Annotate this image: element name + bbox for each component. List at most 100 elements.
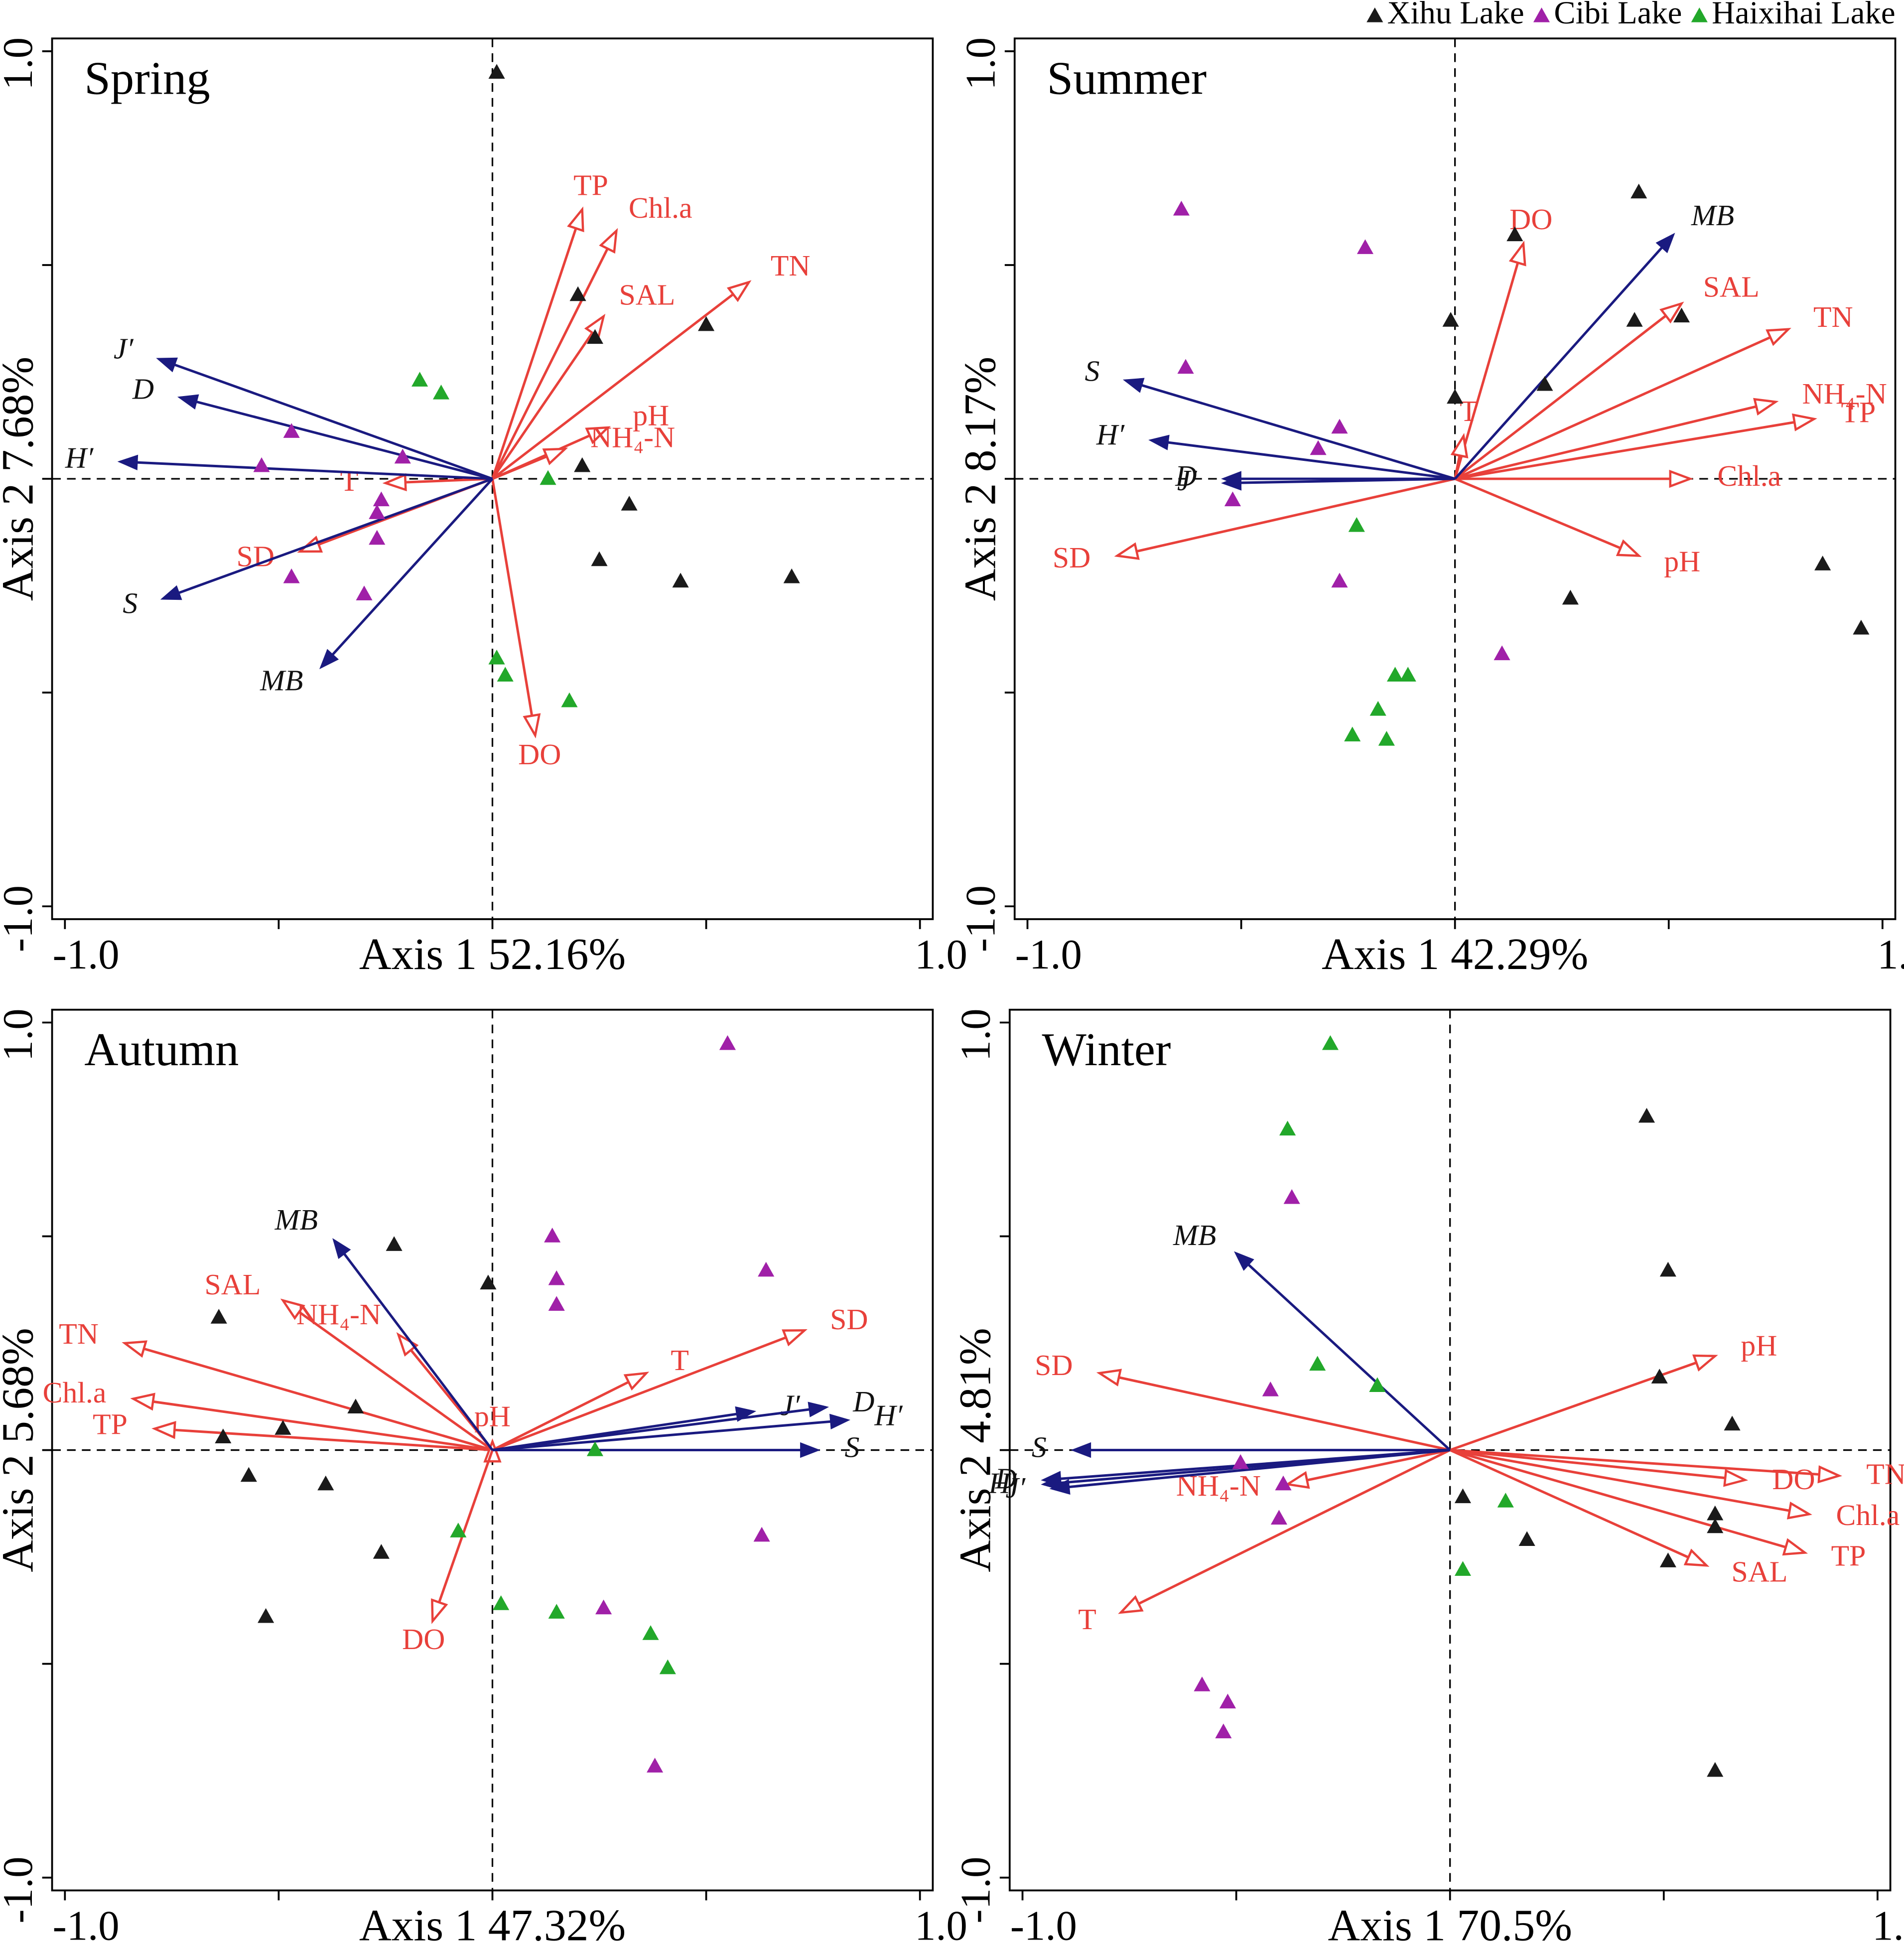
site-point — [544, 1228, 561, 1243]
arrow-head — [782, 1329, 808, 1347]
site-point — [347, 1398, 364, 1413]
arrow-head — [1782, 1538, 1808, 1556]
arrow-head — [623, 1372, 650, 1391]
env-arrow — [405, 477, 493, 484]
site-point — [283, 568, 300, 583]
arrow-head — [1284, 1471, 1310, 1489]
species-arrow — [1052, 1449, 1450, 1490]
arrow-head — [280, 1298, 305, 1320]
env-arrow — [492, 1381, 629, 1451]
arrow-head — [1234, 1251, 1254, 1271]
arrow-head — [332, 1238, 351, 1259]
y-axis-label: Axis 2 8.17% — [956, 357, 1005, 601]
x-axis-label: Axis 1 70.5% — [1328, 1901, 1572, 1945]
species-arrow — [1235, 1252, 1451, 1451]
site-point — [1309, 1356, 1326, 1371]
species-arrow — [492, 1406, 826, 1452]
site-point — [1506, 226, 1523, 242]
arrow-head — [1122, 378, 1145, 393]
panel-title: Autumn — [84, 1024, 239, 1076]
env-arrow — [1455, 421, 1795, 480]
env-arrow — [143, 1347, 493, 1451]
vector-label: SAL — [619, 278, 676, 311]
site-point — [642, 1625, 659, 1640]
arrow-head — [1114, 542, 1140, 560]
panel-title: Summer — [1047, 53, 1207, 105]
site-point — [253, 457, 270, 472]
species-arrow — [1224, 477, 1455, 485]
vector-label: D — [1175, 459, 1197, 492]
site-point — [1707, 1505, 1724, 1521]
arrow-head — [1221, 475, 1242, 491]
vector-label: H′ — [988, 1467, 1017, 1500]
arrow-head — [1692, 1354, 1718, 1372]
arrow-head — [567, 206, 584, 233]
vector-label: T — [1460, 395, 1478, 427]
vector-label: D — [995, 1462, 1017, 1495]
arrow-head — [319, 649, 339, 670]
site-point — [1497, 1493, 1514, 1508]
x-tick-label: -1.0 — [53, 932, 120, 978]
y-tick-label: 1.0 — [952, 1008, 999, 1061]
env-arrow — [1450, 1449, 1786, 1548]
vector-label: Chl.a — [629, 191, 692, 224]
site-point — [386, 1236, 403, 1251]
vector-label: H′ — [1096, 418, 1125, 451]
y-axis-label: Axis 2 5.68% — [0, 1328, 42, 1572]
site-point — [1279, 1120, 1296, 1136]
species-arrow — [1151, 439, 1455, 480]
arrow-head — [584, 313, 606, 339]
env-arrow — [491, 248, 609, 480]
site-point — [1562, 589, 1579, 605]
site-point — [548, 1270, 565, 1285]
site-point — [432, 385, 450, 400]
y-tick-label: 1.0 — [957, 37, 1004, 90]
vector-label: D — [132, 372, 154, 405]
vector-label: pH — [474, 1399, 511, 1432]
site-point — [373, 1544, 390, 1559]
x-axis-label: Axis 1 47.32% — [359, 1901, 626, 1945]
site-point — [1357, 239, 1373, 254]
vector-label: J′ — [780, 1389, 801, 1422]
arrow-head — [1753, 398, 1779, 416]
vector-label: SD — [830, 1303, 868, 1336]
env-arrow — [174, 1428, 493, 1452]
site-point — [488, 650, 505, 665]
site-point — [1442, 312, 1459, 327]
site-point — [317, 1475, 334, 1491]
env-arrow — [1138, 1449, 1451, 1605]
arrow-head — [585, 426, 611, 444]
env-arrow — [1118, 1376, 1451, 1452]
site-point — [753, 1527, 770, 1542]
env-arrow — [1454, 314, 1667, 480]
vector-label: SAL — [205, 1268, 261, 1301]
site-point — [659, 1659, 676, 1674]
vector-label: D — [852, 1385, 874, 1418]
site-point — [1454, 1561, 1471, 1576]
arrow-head — [1786, 1502, 1812, 1520]
site-point — [1386, 667, 1404, 682]
site-point — [210, 1309, 227, 1324]
site-point — [1378, 731, 1395, 746]
vector-label: S — [1032, 1430, 1047, 1463]
site-point — [450, 1523, 467, 1537]
vector-label: SD — [1035, 1349, 1073, 1382]
arrow-head — [542, 447, 568, 465]
arrow-head — [177, 394, 199, 410]
y-tick-label: -1.0 — [0, 885, 41, 952]
site-point — [1219, 1693, 1236, 1709]
legend-label: Haixihai Lake — [1712, 0, 1895, 31]
vector-label: TN — [1866, 1458, 1904, 1491]
y-tick-label: 1.0 — [0, 37, 41, 90]
legend-label: Xihu Lake — [1387, 0, 1524, 31]
site-point — [569, 286, 586, 301]
site-point — [1369, 701, 1386, 716]
env-arrow — [1136, 477, 1456, 553]
site-point — [783, 568, 800, 583]
arrow-head — [1669, 469, 1694, 488]
site-point — [274, 1420, 291, 1435]
arrow-head — [1792, 413, 1817, 431]
site-point — [1454, 1488, 1471, 1504]
vector-label: SAL — [1732, 1555, 1788, 1588]
site-point — [411, 372, 428, 387]
